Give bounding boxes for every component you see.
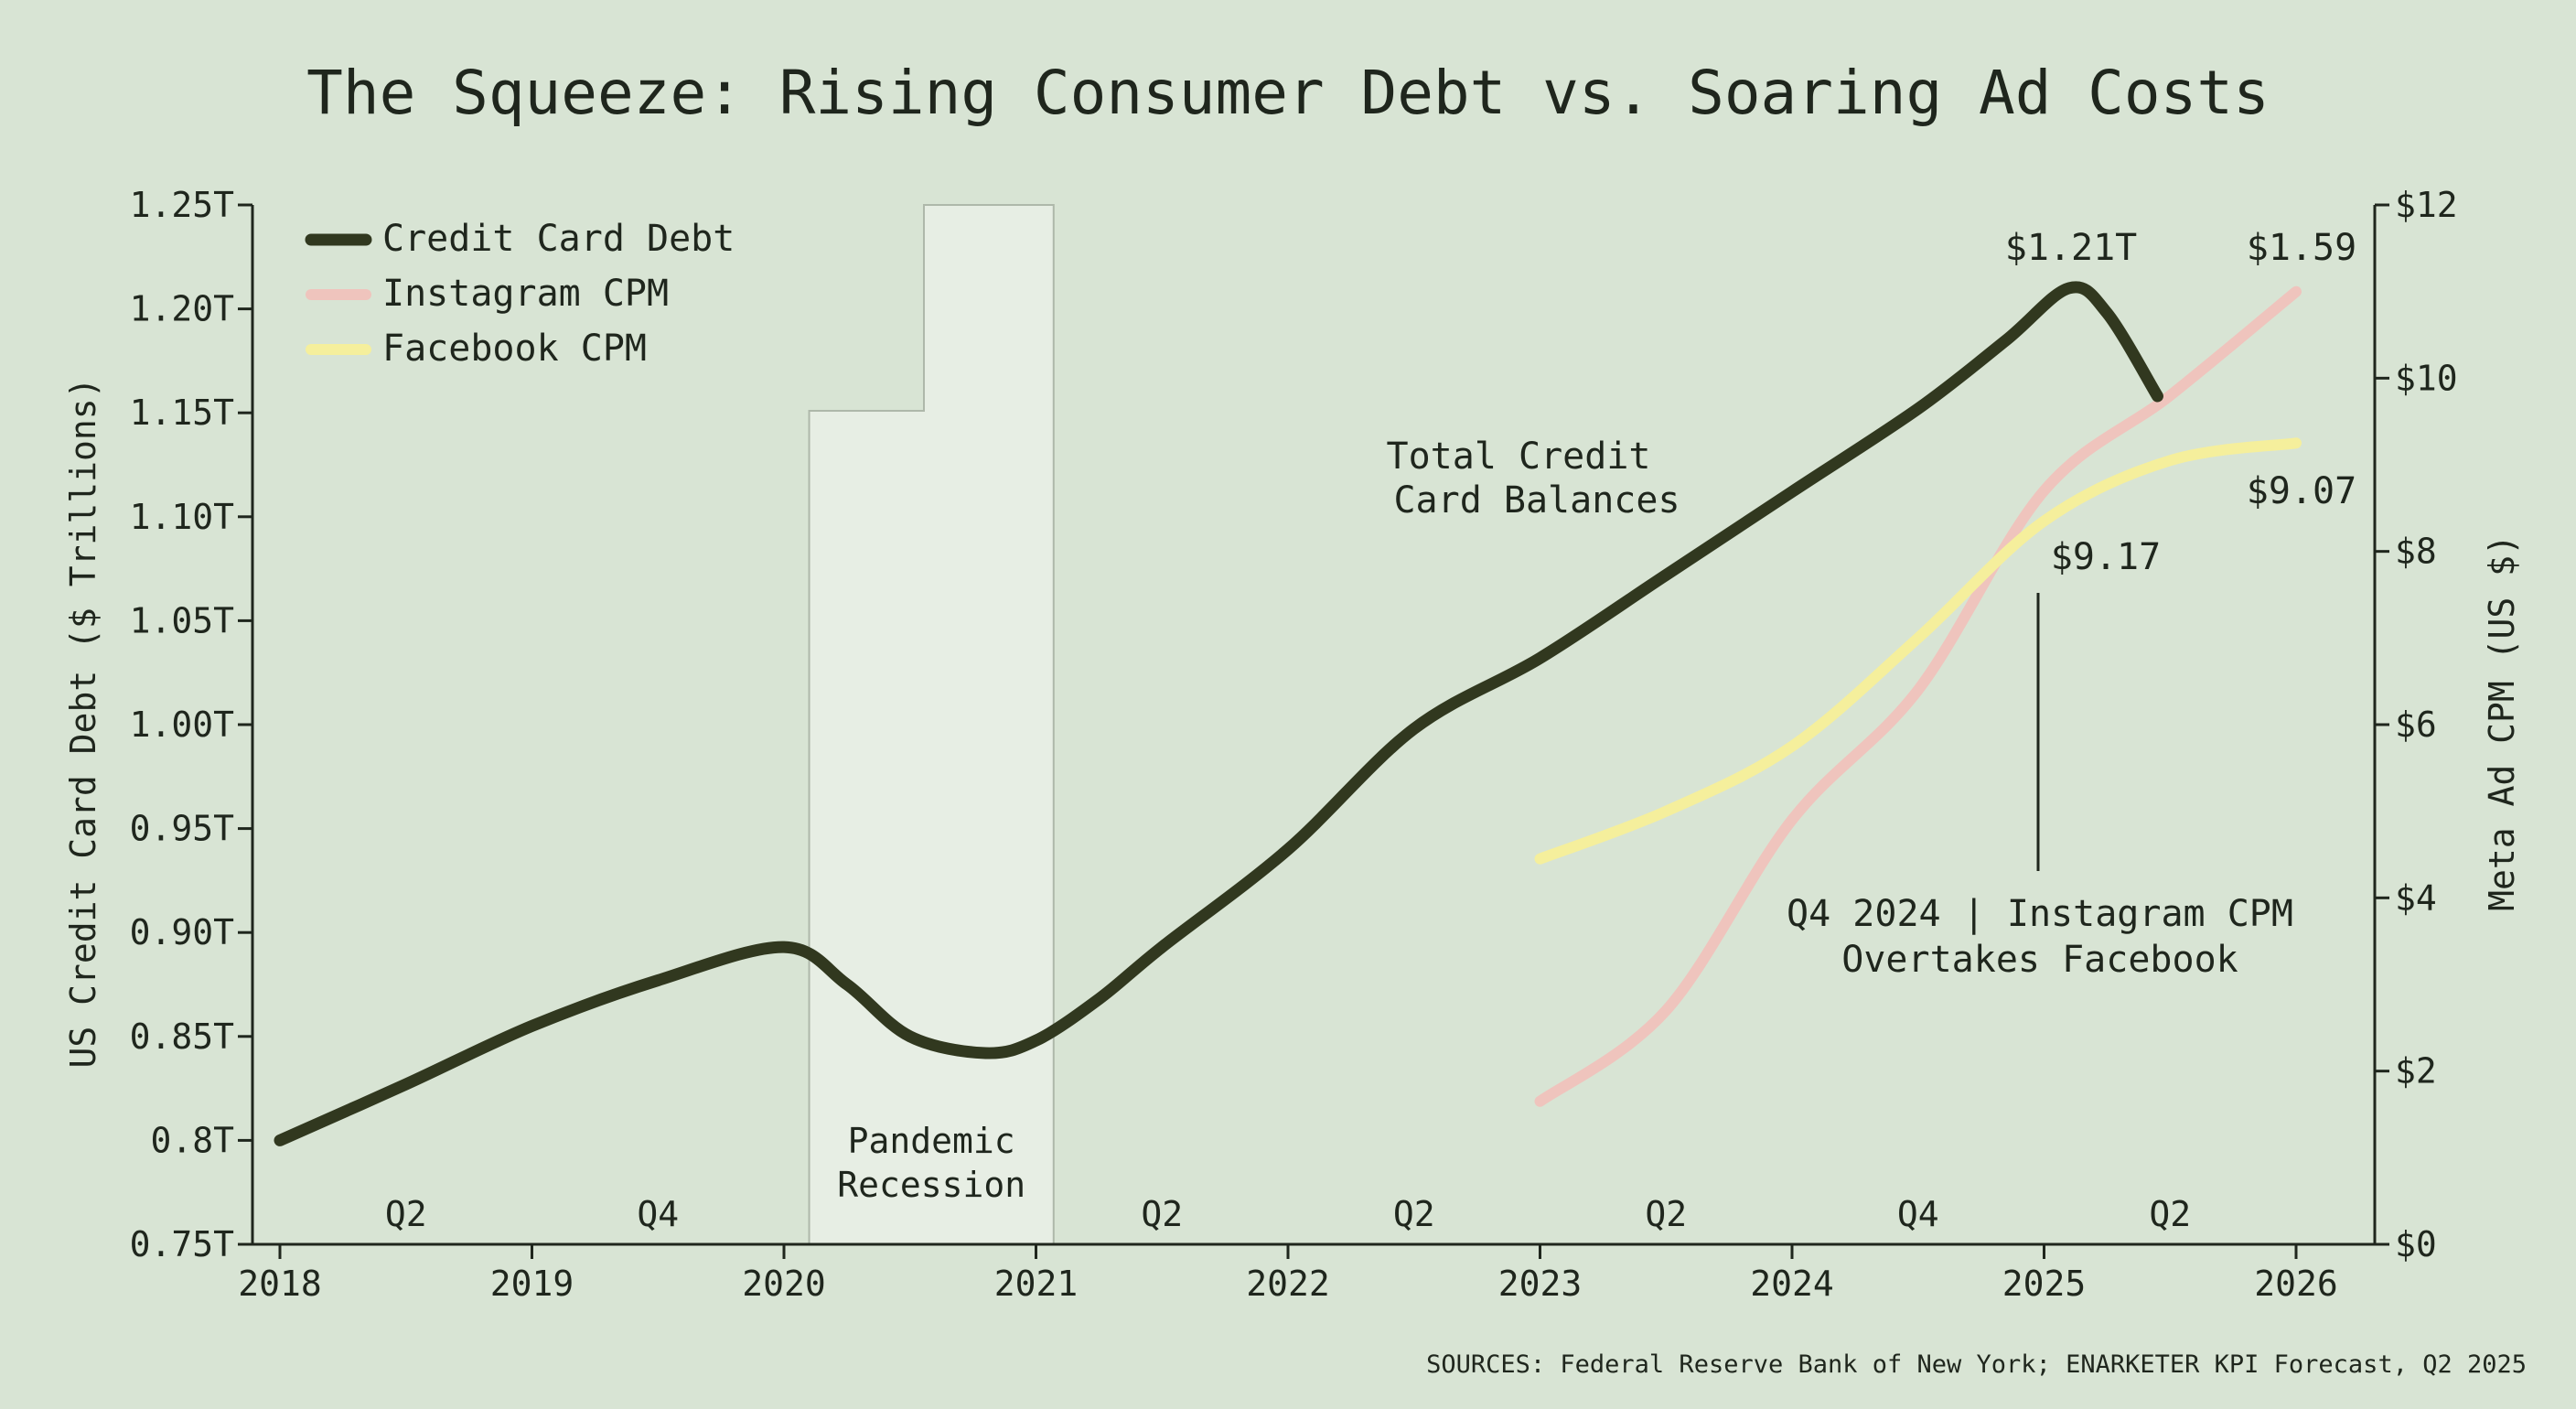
y-left-tick-label: 0.95T [130, 809, 234, 849]
quarter-label: Q2 [1645, 1194, 1687, 1234]
x-tick-label: 2020 [742, 1264, 826, 1304]
legend-label: Instagram CPM [382, 273, 669, 315]
annotation-crossover-line-1: Q4 2024 | Instagram CPM [1787, 893, 2293, 935]
y-left-tick-label: 1.05T [130, 600, 234, 640]
quarter-label: Q2 [385, 1194, 427, 1234]
x-tick-label: 2022 [1246, 1264, 1330, 1304]
y-axis-left-title: US Credit Card Debt ($ Trillions) [63, 378, 103, 1069]
recession-label-line-2: Recession [837, 1165, 1025, 1205]
recession-label-line-1: Pandemic [848, 1121, 1015, 1161]
y-left-tick-label: 1.25T [130, 185, 234, 225]
y-right-tick-label: $6 [2395, 704, 2437, 745]
x-tick-label: 2026 [2254, 1264, 2338, 1304]
y-left-tick-label: 0.85T [130, 1016, 234, 1057]
recession-shade [808, 204, 1055, 1245]
annotation-facebook-end: $9.07 [2247, 470, 2356, 512]
y-axis-right-title: Meta Ad CPM (US $) [2482, 534, 2522, 911]
x-tick-label: 2021 [994, 1264, 1079, 1304]
quarter-label: Q2 [1393, 1194, 1435, 1234]
x-tick-label: 2025 [2002, 1264, 2087, 1304]
y-right-tick-label: $2 [2395, 1051, 2437, 1092]
series-line-facebook-cpm [1534, 437, 2302, 865]
x-tick-label: 2024 [1750, 1264, 1834, 1304]
y-right-tick-label: $10 [2395, 358, 2458, 398]
annotation-instagram-end: $1.59 [2247, 227, 2356, 269]
chart-title: The Squeeze: Rising Consumer Debt vs. So… [306, 58, 2270, 128]
y-left-tick-label: 0.8T [150, 1120, 234, 1160]
source-note: SOURCES: Federal Reserve Bank of New Yor… [1426, 1350, 2527, 1379]
y-left-tick-label: 1.20T [130, 289, 234, 329]
y-left-tick-label: 0.75T [130, 1224, 234, 1264]
y-left-tick-label: 0.90T [130, 912, 234, 952]
y-right-tick-label: $0 [2395, 1224, 2437, 1264]
y-right-tick-label: $8 [2395, 532, 2437, 572]
y-left-tick-label: 1.15T [130, 393, 234, 433]
legend-label: Facebook CPM [382, 328, 647, 370]
x-tick-label: 2023 [1498, 1264, 1583, 1304]
quarter-label: Q2 [1141, 1194, 1183, 1234]
annotation-crossover-value: $9.17 [2051, 536, 2161, 578]
y-right-tick-label: $4 [2395, 877, 2437, 918]
series-line-instagram-cpm [1534, 285, 2302, 1107]
annotation-total-balances-line-2: Card Balances [1393, 479, 1680, 522]
y-right-tick-label: $12 [2395, 185, 2458, 225]
quarter-label: Q4 [1897, 1194, 1939, 1234]
annotation-crossover-line-2: Overtakes Facebook [1841, 939, 2238, 981]
y-left-tick-label: 1.00T [130, 704, 234, 745]
annotation-total-balances-line-1: Total Credit [1387, 436, 1651, 478]
x-tick-label: 2019 [490, 1264, 574, 1304]
series-line-credit-card-debt [274, 281, 2163, 1146]
quarter-label: Q4 [637, 1194, 679, 1234]
y-left-tick-label: 1.10T [130, 497, 234, 537]
x-tick-label: 2018 [238, 1264, 322, 1304]
quarter-label: Q2 [2149, 1194, 2191, 1234]
annotation-debt-peak: $1.21T [2005, 227, 2138, 269]
legend-label: Credit Card Debt [382, 218, 735, 260]
